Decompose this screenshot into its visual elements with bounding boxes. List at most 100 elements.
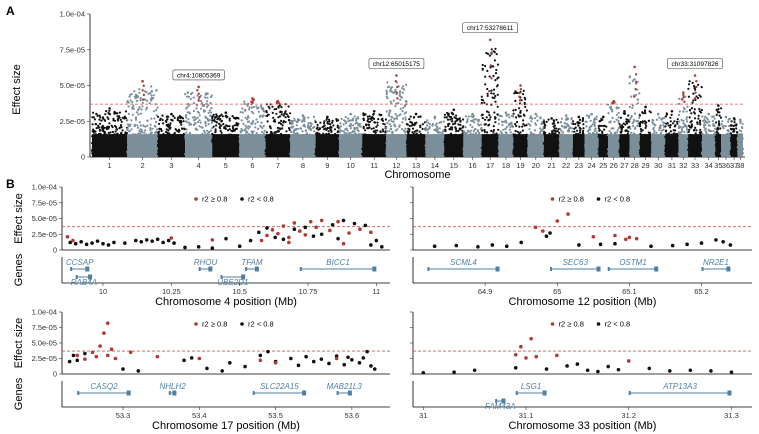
manhattan-point [204, 124, 207, 127]
manhattan-point [165, 128, 168, 131]
manhattan-point [385, 91, 388, 94]
manhattan-point [274, 132, 277, 135]
manhattan-point [390, 115, 393, 119]
manhattan-point [269, 130, 273, 133]
manhattan-point [377, 118, 380, 121]
manhattan-point [197, 111, 200, 114]
manhattan-point [128, 95, 131, 98]
manhattan-point [493, 96, 496, 100]
manhattan-point [239, 130, 242, 133]
chromosome-9-dense-band [315, 134, 340, 157]
manhattan-point [198, 125, 201, 128]
manhattan-point [514, 108, 517, 111]
manhattan-point [409, 115, 412, 118]
chromosome-5-dense-band [212, 134, 240, 157]
manhattan-point [405, 100, 408, 103]
manhattan-point [143, 131, 146, 134]
manhattan-point [386, 122, 389, 125]
manhattan-point [219, 118, 222, 121]
manhattan-point [489, 116, 492, 119]
manhattan-point [243, 102, 246, 106]
manhattan-point [396, 128, 399, 131]
manhattan-point [325, 128, 328, 131]
manhattan-point [152, 94, 155, 97]
manhattan-point [577, 122, 580, 125]
manhattan-point [435, 122, 438, 125]
manhattan-point [192, 102, 195, 105]
manhattan-point [452, 123, 455, 126]
manhattan-point [157, 131, 160, 134]
manhattan-point [263, 110, 266, 113]
manhattan-point [367, 117, 370, 121]
manhattan-point [131, 107, 134, 110]
manhattan-point [257, 127, 260, 130]
manhattan-point [329, 126, 332, 129]
manhattan-point [483, 130, 486, 134]
manhattan-point [245, 126, 248, 129]
manhattan-point [150, 117, 153, 120]
manhattan-point [385, 89, 388, 92]
chromosome-10-dense-band [339, 134, 363, 157]
manhattan-point [118, 111, 121, 114]
manhattan-point [566, 129, 569, 132]
manhattan-point [402, 88, 406, 91]
manhattan-point [141, 101, 144, 104]
chromosome-9-peak [326, 115, 329, 119]
manhattan-point [552, 122, 555, 125]
manhattan-point [246, 104, 249, 107]
manhattan-point [209, 102, 212, 105]
manhattan-point [362, 113, 365, 116]
manhattan-point [288, 128, 291, 131]
manhattan-point [181, 127, 184, 130]
manhattan-point [438, 127, 441, 130]
chromosome-16-dense-band [463, 134, 482, 157]
manhattan-point [194, 127, 197, 130]
manhattan-point [466, 120, 469, 123]
manhattan-point [553, 124, 557, 127]
manhattan-point [228, 128, 231, 131]
manhattan-point [349, 127, 352, 130]
manhattan-point [547, 118, 550, 121]
manhattan-point [250, 130, 253, 133]
manhattan-point [570, 118, 573, 121]
manhattan-point [333, 128, 337, 131]
chromosome-8-peak [301, 114, 305, 117]
manhattan-point [554, 130, 557, 133]
manhattan-point [352, 124, 355, 127]
manhattan-point [186, 95, 189, 98]
manhattan-point [256, 107, 259, 110]
manhattan-point [351, 131, 354, 134]
manhattan-point [156, 106, 159, 109]
manhattan-point [293, 117, 296, 120]
manhattan-point [515, 124, 518, 128]
manhattan-point [246, 118, 249, 121]
manhattan-point [464, 115, 468, 118]
manhattan-point [153, 117, 156, 120]
x-tick-label: 1 [108, 161, 112, 170]
manhattan-point [551, 130, 554, 133]
manhattan-point [243, 100, 246, 103]
manhattan-point [486, 92, 489, 95]
manhattan-point [455, 114, 458, 117]
manhattan-point [559, 121, 562, 124]
x-tick-label: 4 [197, 161, 201, 170]
manhattan-point [562, 131, 565, 134]
manhattan-point [366, 115, 369, 118]
manhattan-point [260, 107, 263, 110]
manhattan-point [157, 122, 161, 125]
manhattan-point [529, 124, 532, 127]
manhattan-point [388, 123, 391, 126]
manhattan-point [105, 126, 108, 129]
manhattan-point [353, 128, 356, 131]
manhattan-point [160, 129, 163, 132]
manhattan-point [154, 131, 157, 134]
manhattan-point [454, 122, 457, 125]
manhattan-point [254, 126, 257, 129]
manhattan-point [188, 121, 191, 124]
manhattan-point [370, 127, 373, 130]
manhattan-point [555, 127, 558, 130]
manhattan-point [233, 124, 236, 127]
manhattan-point [150, 94, 153, 97]
manhattan-point [242, 122, 245, 126]
manhattan-point [540, 121, 544, 124]
